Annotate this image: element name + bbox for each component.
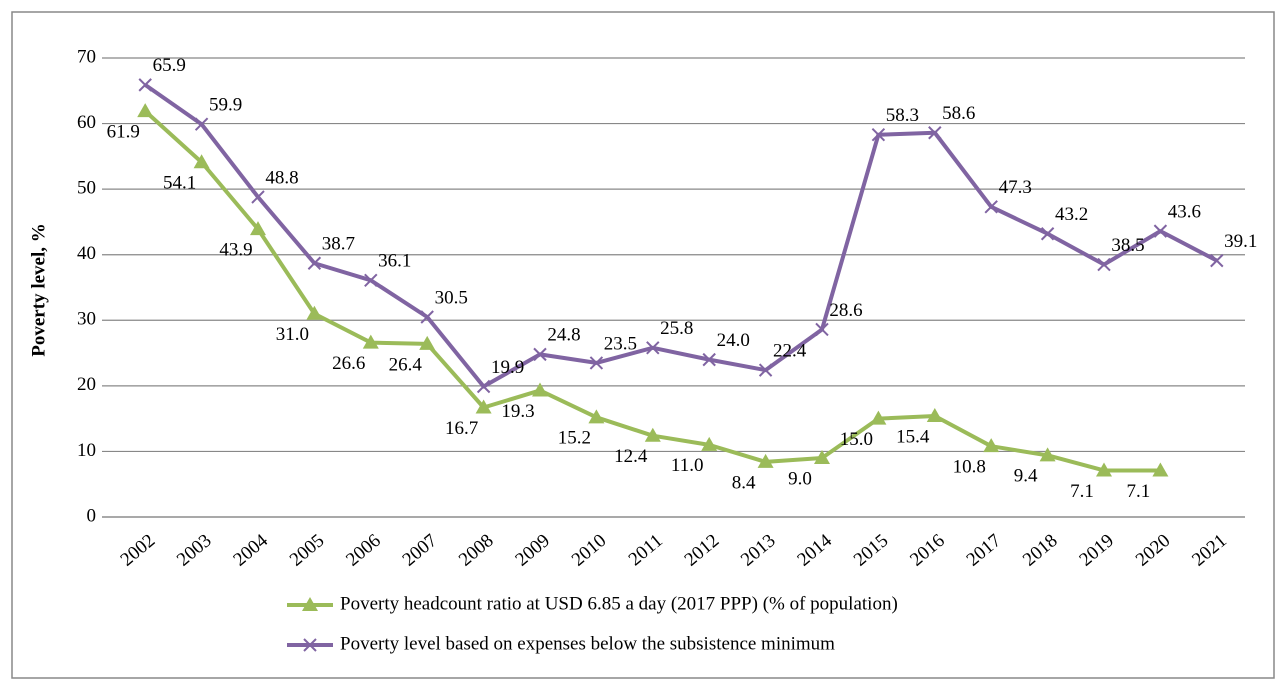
marker — [926, 408, 943, 423]
data-label: 7.1 — [1070, 481, 1094, 502]
data-label: 9.0 — [788, 468, 812, 489]
data-label: 24.8 — [547, 325, 580, 346]
marker — [928, 126, 942, 140]
marker — [589, 356, 604, 370]
y-tick-label: 50 — [77, 178, 96, 199]
legend-marker — [302, 597, 318, 611]
data-label: 65.9 — [153, 55, 186, 76]
marker — [646, 341, 660, 355]
marker — [757, 453, 774, 468]
marker — [702, 352, 716, 367]
marker — [476, 379, 491, 394]
marker — [1040, 227, 1055, 241]
data-label: 22.4 — [773, 340, 807, 361]
data-label: 25.8 — [660, 318, 693, 339]
marker — [870, 410, 887, 425]
y-tick-label: 70 — [77, 46, 96, 67]
y-tick-label: 40 — [77, 243, 96, 264]
data-label: 48.8 — [265, 167, 298, 188]
series-line — [144, 83, 1218, 389]
marker — [306, 305, 323, 320]
data-label: 61.9 — [107, 121, 140, 142]
marker — [138, 78, 152, 92]
data-label: 39.1 — [1224, 231, 1257, 252]
data-label: 28.6 — [829, 300, 862, 321]
data-label: 12.4 — [614, 446, 648, 467]
y-tick-label: 0 — [87, 505, 97, 526]
marker — [1096, 462, 1112, 477]
legend-marker — [303, 638, 317, 652]
marker — [871, 128, 886, 142]
marker — [193, 154, 210, 169]
data-label: 47.3 — [999, 177, 1032, 198]
y-tick-label: 10 — [77, 440, 96, 461]
y-tick-label: 60 — [77, 112, 96, 133]
data-label: 19.9 — [491, 357, 524, 378]
marker — [1152, 462, 1169, 477]
legend-label: Poverty level based on expenses below th… — [340, 633, 835, 654]
data-label: 23.5 — [604, 333, 637, 354]
data-label: 43.9 — [219, 240, 252, 261]
data-label: 36.1 — [378, 251, 411, 272]
marker — [1153, 224, 1168, 238]
data-label: 43.2 — [1055, 204, 1088, 225]
data-label: 24.0 — [717, 330, 750, 351]
marker — [250, 221, 266, 236]
marker — [475, 399, 492, 414]
marker — [532, 382, 548, 397]
data-label: 11.0 — [671, 455, 704, 476]
marker — [137, 103, 154, 118]
y-tick-label: 20 — [77, 374, 96, 395]
marker — [307, 256, 322, 270]
data-label: 16.7 — [445, 418, 478, 439]
data-label: 43.6 — [1168, 201, 1201, 222]
data-label: 54.1 — [163, 173, 196, 194]
marker — [644, 427, 661, 442]
y-tick-label: 30 — [77, 309, 96, 330]
y-axis-title: Poverty level, % — [28, 223, 49, 356]
marker — [983, 438, 1000, 453]
data-label: 59.9 — [209, 95, 242, 116]
data-label: 9.4 — [1014, 466, 1038, 487]
data-label: 19.3 — [501, 401, 534, 422]
data-label: 26.6 — [332, 353, 365, 374]
legend-label: Poverty headcount ratio at USD 6.85 a da… — [340, 593, 898, 614]
data-label: 10.8 — [953, 457, 986, 478]
data-label: 15.4 — [896, 426, 930, 447]
marker — [364, 273, 378, 287]
marker — [815, 322, 829, 337]
data-label: 26.4 — [389, 354, 423, 375]
marker — [1097, 257, 1111, 272]
data-label: 7.1 — [1127, 481, 1151, 502]
marker — [814, 449, 830, 464]
marker — [194, 117, 209, 131]
marker — [588, 409, 605, 424]
data-label: 38.7 — [322, 234, 355, 255]
data-label: 15.2 — [558, 428, 591, 449]
marker — [533, 347, 547, 362]
marker — [251, 190, 265, 204]
marker — [362, 334, 379, 349]
marker — [1210, 253, 1224, 268]
data-label: 15.0 — [840, 429, 873, 450]
data-label: 30.5 — [435, 287, 468, 308]
marker — [1039, 447, 1056, 462]
data-label: 58.3 — [886, 105, 919, 126]
marker — [419, 335, 436, 350]
data-label: 58.6 — [942, 103, 975, 124]
marker — [758, 363, 773, 377]
marker — [984, 200, 998, 214]
chart-frame — [11, 11, 1275, 679]
data-label: 8.4 — [732, 472, 756, 493]
data-label: 38.5 — [1111, 235, 1144, 256]
marker — [420, 310, 434, 324]
marker — [701, 436, 718, 451]
data-label: 31.0 — [276, 324, 309, 345]
